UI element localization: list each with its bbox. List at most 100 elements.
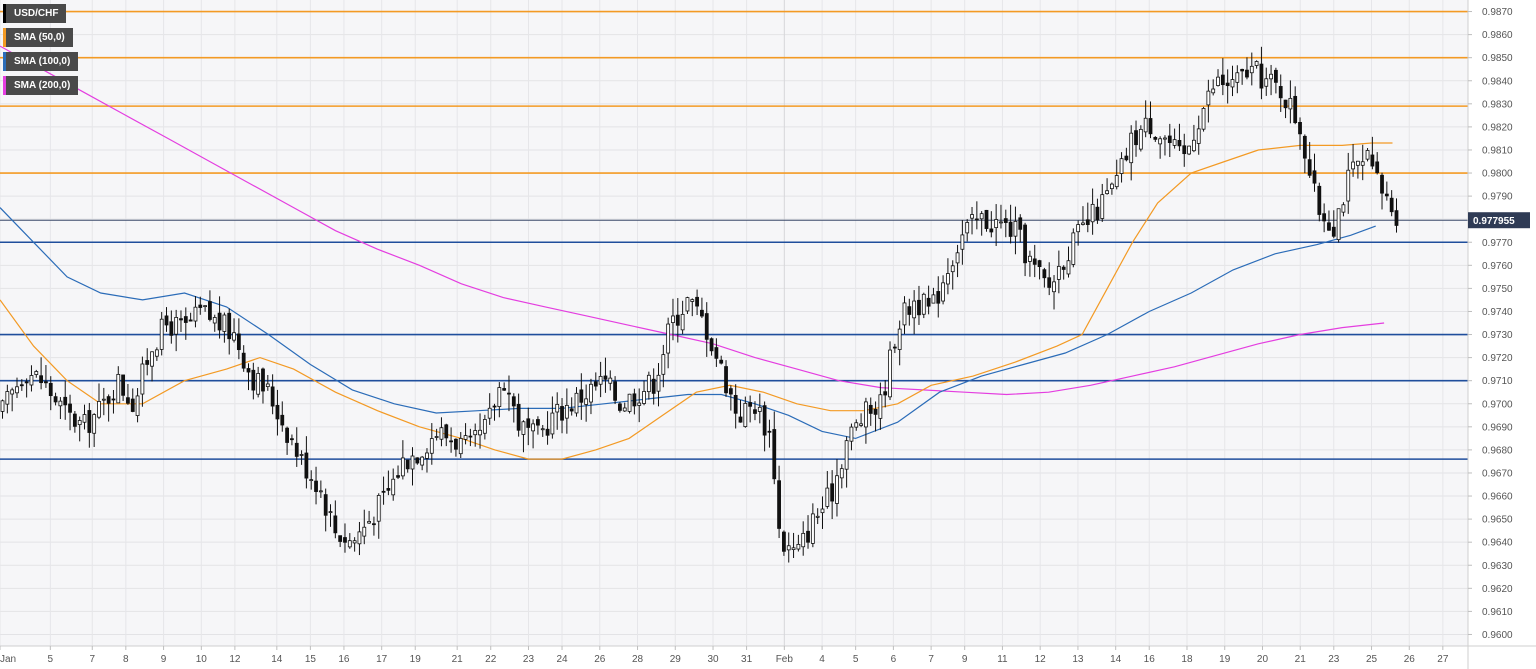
candle (564, 388, 569, 434)
candle-body-down (1307, 159, 1312, 176)
legend-item-sma100[interactable]: SMA (100,0) (3, 52, 79, 71)
candle-body-up (608, 377, 613, 384)
candle (425, 448, 429, 473)
x-tick-label: 6 (891, 654, 897, 665)
candle (545, 411, 550, 445)
candle-body-down (121, 374, 125, 396)
candle (974, 201, 979, 230)
x-tick-label: 29 (670, 654, 682, 665)
grid (0, 0, 1468, 646)
legend-item-sma50[interactable]: SMA (50,0) (3, 28, 73, 47)
candle-body-up (222, 314, 227, 332)
candle-body-down (63, 396, 68, 406)
x-tick-label: 12 (229, 654, 241, 665)
candle-body-down (704, 313, 709, 340)
candle (1331, 210, 1336, 239)
candle (188, 312, 193, 322)
candle (1235, 65, 1240, 94)
candle (1003, 209, 1008, 238)
candle (892, 343, 897, 354)
candle-body-up (946, 273, 950, 285)
candle (1167, 123, 1172, 157)
candle (1047, 262, 1052, 296)
y-tick-label: 0.9650 (1482, 515, 1513, 526)
candle-body-up (878, 394, 883, 419)
candle-body-up (473, 430, 478, 436)
candle (878, 382, 883, 430)
candle (420, 455, 425, 471)
candle (87, 402, 92, 448)
candle-body-down (386, 488, 391, 491)
candle-body-down (728, 388, 733, 395)
candle (1163, 135, 1167, 156)
candle-body-down (261, 368, 265, 392)
candle-body-down (1008, 221, 1013, 237)
candle (1013, 206, 1018, 255)
candle-body-down (695, 296, 699, 307)
candle (246, 363, 251, 391)
candle-body-down (892, 346, 897, 349)
candle (169, 310, 174, 344)
x-tick-label: 9 (161, 654, 167, 665)
candle-body-up (174, 317, 179, 335)
y-tick-label: 0.9740 (1482, 307, 1513, 318)
candle (1090, 188, 1095, 235)
candle-body-down (126, 397, 130, 404)
legend-label: SMA (50,0) (14, 32, 65, 43)
candle-body-up (357, 531, 362, 545)
candle (883, 380, 888, 408)
candle-body-down (24, 381, 29, 384)
y-tick-label: 0.9790 (1482, 192, 1513, 203)
candle-body-up (352, 540, 357, 544)
candle (415, 457, 420, 465)
candle-body-up (482, 419, 487, 434)
candle (294, 427, 299, 467)
candle (1249, 52, 1254, 86)
candle-body-down (449, 440, 453, 443)
candle-body-up (29, 375, 34, 386)
candle-body-up (1288, 97, 1293, 110)
candle-body-down (72, 413, 77, 427)
legend-item-sma200[interactable]: SMA (200,0) (3, 76, 79, 95)
y-tick-label: 0.9830 (1482, 99, 1513, 110)
candle (1023, 222, 1027, 277)
candle (391, 468, 396, 501)
candle (1037, 259, 1042, 280)
candle-body-down (251, 369, 256, 391)
sma-50-line (0, 142, 1393, 460)
candle (15, 377, 19, 398)
candle (77, 416, 82, 442)
candle-body-down (724, 366, 728, 394)
x-tick-label: 30 (707, 654, 719, 665)
candle (97, 383, 101, 420)
candle (907, 298, 912, 326)
candle (579, 373, 584, 420)
candle-body-down (333, 515, 338, 534)
candles (0, 46, 1399, 563)
y-tick-label: 0.9770 (1482, 238, 1513, 249)
candle (1158, 136, 1163, 159)
candle-body-up (680, 313, 685, 331)
candle-body-down (381, 490, 386, 493)
legend-item-usdchf[interactable]: USD/CHF (3, 4, 67, 23)
candle-body-down (1182, 145, 1187, 155)
candle (1240, 68, 1245, 85)
candle (357, 521, 362, 556)
y-tick-label: 0.9660 (1482, 492, 1513, 503)
candle (1153, 136, 1158, 142)
candle-body-up (159, 318, 164, 350)
candle (921, 292, 926, 319)
candle (1278, 74, 1283, 112)
x-tick-label: 10 (196, 654, 208, 665)
candle-body-up (1105, 190, 1109, 195)
candle (700, 297, 704, 319)
candle-body-up (1090, 203, 1095, 223)
candle-body-up (1143, 117, 1148, 133)
candle-body-down (651, 378, 656, 394)
candle-body-down (1317, 185, 1322, 215)
candle (1389, 190, 1394, 217)
candle-body-down (48, 382, 53, 397)
candle-body-down (236, 333, 241, 351)
candle (203, 305, 207, 312)
candle (1283, 99, 1288, 119)
